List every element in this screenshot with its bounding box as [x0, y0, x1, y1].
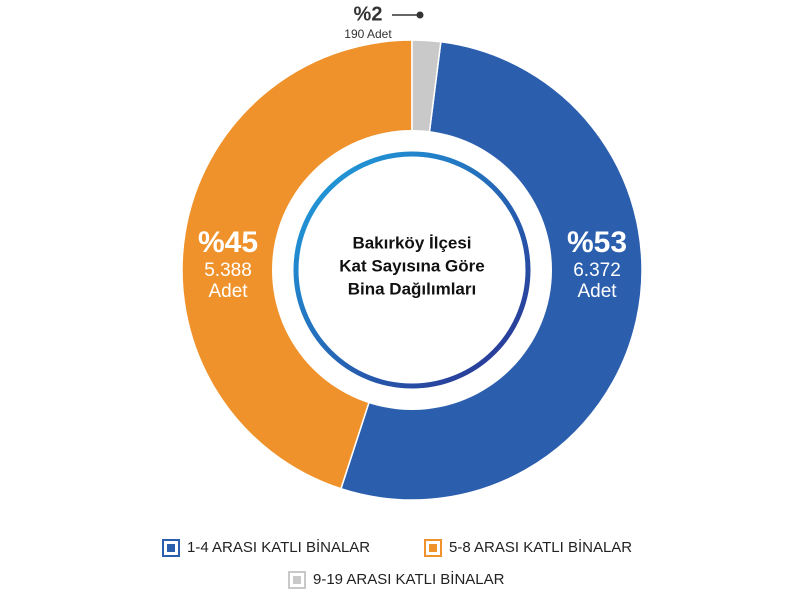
count-label: 5.388: [204, 260, 252, 281]
donut-hole: [272, 130, 552, 410]
chart-title: Kat Sayısına Göre: [339, 256, 485, 275]
leader-dot: [416, 11, 424, 19]
count-label: 190 Adet: [344, 27, 392, 41]
count-unit: Adet: [577, 281, 617, 302]
count-unit: Adet: [208, 281, 248, 302]
count-value: 190: [344, 27, 364, 41]
count-unit: Adet: [367, 27, 392, 41]
legend-label: 5-8 ARASI KATLI BİNALAR: [449, 538, 632, 556]
value-label: %45: [198, 226, 258, 259]
legend-label: 9-19 ARASI KATLI BİNALAR: [313, 570, 505, 588]
chart-title: Bina Dağılımları: [348, 279, 476, 298]
legend-swatch: [429, 544, 437, 552]
value-label: %53: [567, 226, 627, 259]
legend-label: 1-4 ARASI KATLI BİNALAR: [187, 538, 370, 556]
legend-swatch: [293, 576, 301, 584]
count-label: 6.372: [573, 260, 621, 281]
value-label: %2: [354, 3, 383, 25]
chart-title: Bakırköy İlçesi: [352, 233, 471, 252]
legend-swatch: [167, 544, 175, 552]
inner-ring: [293, 151, 531, 389]
